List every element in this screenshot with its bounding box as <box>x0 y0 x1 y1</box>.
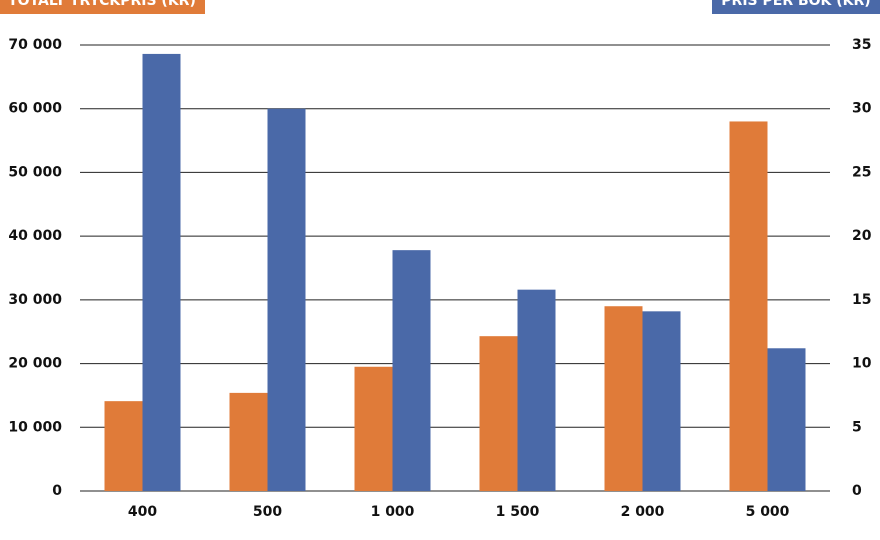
bar <box>729 121 768 491</box>
x-tick-label: 500 <box>253 504 282 520</box>
legend-box <box>0 0 205 14</box>
legend-label: PRIS PER BOK (KR) <box>721 0 870 9</box>
x-tick-label: 1 000 <box>371 504 415 520</box>
y-tick-label: 10 000 <box>8 419 62 435</box>
y-tick-label: 30 000 <box>8 292 62 308</box>
bar <box>267 108 306 491</box>
x-tick-label: 1 500 <box>496 504 540 520</box>
bar <box>479 336 518 491</box>
y2-tick-label: 35 <box>852 37 871 53</box>
x-tick-label: 400 <box>128 504 157 520</box>
y-tick-label: 60 000 <box>8 101 62 117</box>
y-tick-label: 70 000 <box>8 37 62 53</box>
legend-label: TOTALT TRYCKPRIS (KR) <box>8 0 196 9</box>
y-tick-label: 50 000 <box>8 164 62 180</box>
bar <box>604 306 643 491</box>
bar <box>354 366 393 491</box>
bar <box>229 392 268 491</box>
bar <box>104 401 143 491</box>
x-tick-label: 2 000 <box>621 504 665 520</box>
x-tick-label: 5 000 <box>746 504 790 520</box>
y-tick-label: 0 <box>52 483 62 499</box>
y2-tick-label: 5 <box>852 419 862 435</box>
y2-tick-label: 15 <box>852 292 871 308</box>
y2-tick-label: 25 <box>852 164 871 180</box>
y2-tick-label: 20 <box>852 228 872 244</box>
y-tick-label: 40 000 <box>8 228 62 244</box>
bar <box>517 289 556 491</box>
bar <box>642 311 681 491</box>
y-tick-label: 20 000 <box>8 356 62 372</box>
y2-tick-label: 0 <box>852 483 862 499</box>
y2-tick-label: 30 <box>852 101 872 117</box>
bar <box>767 348 806 491</box>
legend-box <box>712 0 880 14</box>
bar <box>392 250 431 491</box>
y2-tick-label: 10 <box>852 356 872 372</box>
bar <box>142 53 181 492</box>
